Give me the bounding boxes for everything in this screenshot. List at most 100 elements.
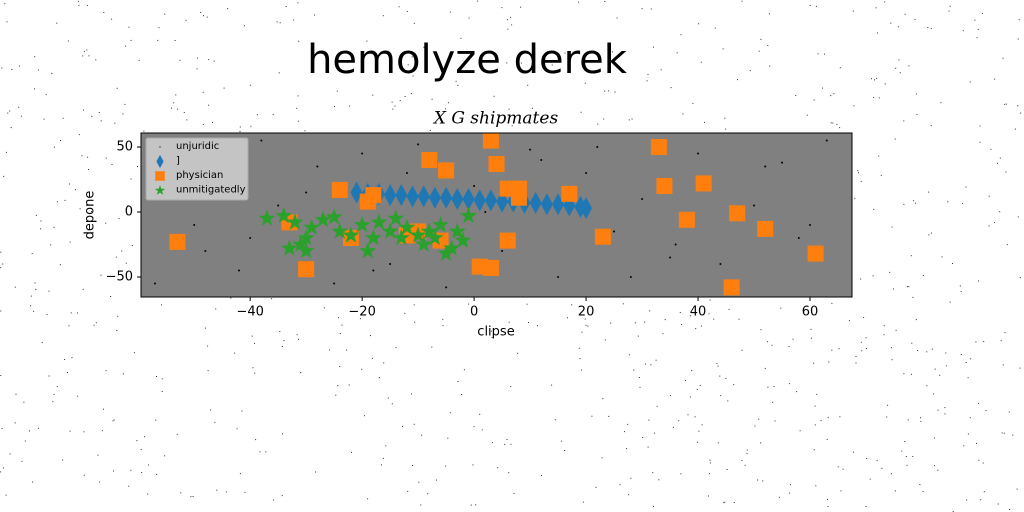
noise-dot xyxy=(905,456,907,457)
noise-dot xyxy=(587,325,589,327)
noise-dot xyxy=(997,162,998,164)
square xyxy=(594,228,611,245)
noise-dot xyxy=(978,402,980,404)
noise-dot xyxy=(930,28,932,30)
noise-dot xyxy=(53,226,55,228)
noise-dot xyxy=(300,372,302,374)
noise-dot xyxy=(728,308,730,310)
noise-dot xyxy=(767,341,769,343)
noise-dot xyxy=(644,321,646,323)
noise-dot xyxy=(449,412,451,414)
noise-dot xyxy=(580,111,582,113)
noise-dot xyxy=(215,308,217,310)
noise-dot xyxy=(520,6,522,8)
noise-dot xyxy=(161,304,162,306)
noise-dot xyxy=(21,460,23,462)
noise-dot xyxy=(631,118,633,120)
x-axis-label: clipse xyxy=(477,325,514,340)
noise-dot xyxy=(315,471,316,473)
noise-dot xyxy=(913,200,915,202)
noise-dot xyxy=(920,420,922,422)
noise-dot xyxy=(860,278,862,280)
point xyxy=(797,237,800,240)
noise-dot xyxy=(212,121,213,123)
noise-dot xyxy=(627,423,629,425)
diamond xyxy=(428,186,441,209)
noise-dot xyxy=(113,470,114,472)
noise-dot xyxy=(497,467,499,469)
noise-dot xyxy=(903,203,905,205)
noise-dot xyxy=(192,496,194,497)
noise-dot xyxy=(604,339,606,341)
star xyxy=(353,216,371,233)
noise-dot xyxy=(175,94,177,96)
noise-dot xyxy=(789,484,791,486)
square xyxy=(723,279,740,296)
point xyxy=(277,204,280,207)
noise-dot xyxy=(412,75,414,77)
point xyxy=(719,262,722,265)
noise-dot xyxy=(999,211,1001,213)
noise-dot xyxy=(965,362,967,363)
noise-dot xyxy=(492,116,494,118)
noise-dot xyxy=(764,367,766,369)
noise-dot xyxy=(445,465,447,467)
noise-dot xyxy=(887,404,889,406)
noise-dot xyxy=(53,146,55,148)
noise-dot xyxy=(865,506,867,507)
noise-dot xyxy=(0,375,2,376)
point xyxy=(249,237,252,240)
noise-dot xyxy=(334,106,335,108)
noise-dot xyxy=(481,429,483,431)
noise-dot xyxy=(917,350,919,351)
point xyxy=(641,198,644,201)
noise-dot xyxy=(842,468,844,470)
noise-dot xyxy=(78,134,80,136)
point xyxy=(501,249,504,252)
square xyxy=(807,245,824,262)
noise-dot xyxy=(760,329,762,331)
noise-dot xyxy=(582,501,584,503)
noise-dot xyxy=(37,427,39,429)
noise-dot xyxy=(177,108,179,110)
noise-dot xyxy=(999,157,1001,159)
noise-dot xyxy=(210,409,212,411)
noise-dot xyxy=(653,46,654,48)
noise-dot xyxy=(817,53,819,55)
noise-dot xyxy=(997,503,999,505)
noise-dot xyxy=(871,78,872,80)
noise-dot xyxy=(156,473,158,475)
noise-dot xyxy=(69,430,71,432)
noise-dot xyxy=(59,264,61,266)
noise-dot xyxy=(298,338,299,340)
noise-dot xyxy=(658,479,660,481)
noise-dot xyxy=(1019,367,1021,369)
noise-dot xyxy=(62,117,64,119)
noise-dot xyxy=(429,129,431,131)
noise-dot xyxy=(203,15,204,17)
noise-dot xyxy=(406,11,408,12)
noise-dot xyxy=(1012,434,1014,436)
noise-dot xyxy=(945,365,947,367)
noise-dot xyxy=(883,325,885,327)
star xyxy=(292,235,310,252)
noise-dot xyxy=(279,331,281,332)
noise-dot xyxy=(830,122,832,124)
noise-dot xyxy=(130,469,132,471)
noise-dot xyxy=(127,205,129,207)
noise-dot xyxy=(626,448,628,450)
noise-dot xyxy=(91,211,92,212)
star xyxy=(303,218,321,235)
noise-dot xyxy=(404,312,406,314)
noise-dot xyxy=(421,434,423,436)
noise-dot xyxy=(1018,19,1020,21)
noise-dot xyxy=(560,440,562,442)
noise-dot xyxy=(14,422,16,424)
noise-dot xyxy=(143,130,145,132)
noise-dot xyxy=(815,5,817,7)
noise-dot xyxy=(811,337,812,339)
square xyxy=(678,211,695,228)
noise-dot xyxy=(250,125,252,127)
noise-dot xyxy=(944,407,946,409)
noise-dot xyxy=(937,409,939,411)
